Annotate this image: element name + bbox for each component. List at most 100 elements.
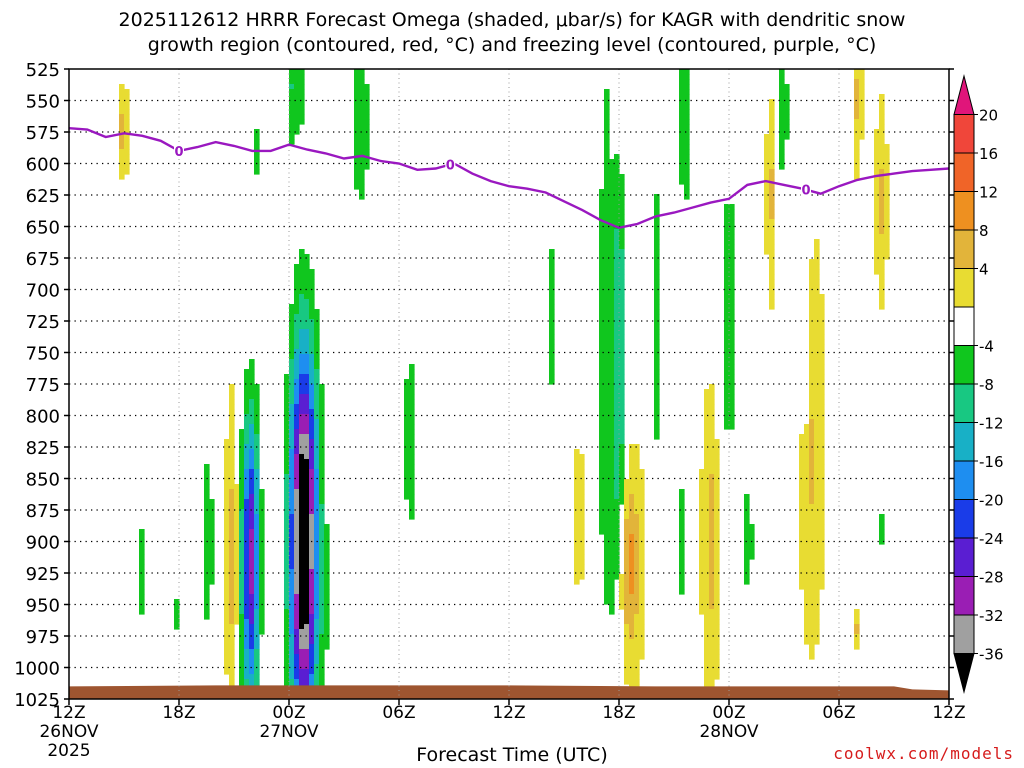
omega-cell xyxy=(749,544,755,550)
omega-cell xyxy=(309,289,315,295)
omega-cell xyxy=(614,184,620,190)
omega-cell xyxy=(809,549,815,555)
omega-cell xyxy=(119,134,125,140)
omega-cell xyxy=(604,124,610,130)
omega-cell xyxy=(124,104,130,110)
omega-cell xyxy=(619,359,625,365)
omega-cell xyxy=(884,224,890,230)
omega-cell xyxy=(239,474,245,480)
omega-cell xyxy=(764,139,770,145)
omega-cell xyxy=(299,344,305,350)
omega-cell xyxy=(729,409,735,415)
omega-cell xyxy=(229,474,235,480)
omega-cell xyxy=(724,309,730,315)
omega-cell xyxy=(814,534,820,540)
omega-cell xyxy=(239,559,245,565)
x-tick-label: 12Z xyxy=(932,703,965,723)
omega-cell xyxy=(609,214,615,220)
omega-cell xyxy=(284,464,290,470)
omega-cell xyxy=(614,374,620,380)
omega-cell xyxy=(884,244,890,250)
omega-cell xyxy=(654,359,660,365)
omega-cell xyxy=(224,479,230,485)
omega-cell xyxy=(249,619,255,625)
omega-cell xyxy=(809,429,815,435)
omega-cell xyxy=(404,389,410,395)
omega-cell xyxy=(249,594,255,600)
omega-cell xyxy=(809,344,815,350)
omega-cell xyxy=(314,504,320,510)
omega-cell xyxy=(209,509,215,515)
omega-cell xyxy=(249,484,255,490)
omega-cell xyxy=(679,494,685,500)
omega-cell xyxy=(549,374,555,380)
omega-cell xyxy=(714,474,720,480)
omega-cell xyxy=(814,629,820,635)
omega-cell xyxy=(324,634,330,640)
omega-cell xyxy=(729,259,735,265)
omega-cell xyxy=(289,579,295,585)
omega-cell xyxy=(769,234,775,240)
omega-cell xyxy=(619,344,625,350)
omega-cell xyxy=(324,619,330,625)
omega-cell xyxy=(284,639,290,645)
omega-cell xyxy=(769,244,775,250)
omega-cell xyxy=(819,489,825,495)
omega-cell xyxy=(299,334,305,340)
omega-cell xyxy=(634,474,640,480)
omega-cell xyxy=(254,679,260,685)
omega-cell xyxy=(874,189,880,195)
omega-cell xyxy=(609,164,615,170)
omega-cell xyxy=(124,134,130,140)
omega-cell xyxy=(319,524,325,530)
omega-cell xyxy=(319,444,325,450)
omega-cell xyxy=(769,114,775,120)
omega-cell xyxy=(619,249,625,255)
omega-cell xyxy=(294,94,300,100)
omega-cell xyxy=(624,584,630,590)
omega-cell xyxy=(249,409,255,415)
omega-cell xyxy=(304,434,310,440)
omega-cell xyxy=(294,494,300,500)
omega-cell xyxy=(319,494,325,500)
omega-cell xyxy=(634,549,640,555)
omega-cell xyxy=(769,239,775,245)
omega-cell xyxy=(289,679,295,685)
omega-cell xyxy=(704,504,710,510)
omega-cell xyxy=(804,624,810,630)
omega-cell xyxy=(304,429,310,435)
omega-cell xyxy=(359,159,365,165)
omega-cell xyxy=(549,379,555,385)
omega-cell xyxy=(209,554,215,560)
omega-cell xyxy=(299,119,305,125)
x-tick-label: 27NOV xyxy=(259,722,318,742)
omega-cell xyxy=(604,329,610,335)
omega-cell xyxy=(799,479,805,485)
omega-cell xyxy=(294,289,300,295)
omega-cell xyxy=(249,494,255,500)
omega-cell xyxy=(819,479,825,485)
omega-cell xyxy=(239,534,245,540)
omega-cell xyxy=(319,514,325,520)
omega-cell xyxy=(609,179,615,185)
omega-cell xyxy=(619,489,625,495)
omega-cell xyxy=(704,654,710,660)
omega-cell xyxy=(244,554,250,560)
omega-cell xyxy=(549,304,555,310)
omega-cell xyxy=(224,599,230,605)
omega-cell xyxy=(804,549,810,555)
pressure-axis: 5255505756006256506757007257507758008258… xyxy=(14,60,954,711)
omega-cell xyxy=(249,439,255,445)
omega-cell xyxy=(819,469,825,475)
omega-cell xyxy=(609,199,615,205)
omega-cell xyxy=(874,229,880,235)
omega-cell xyxy=(654,404,660,410)
y-tick-label: 750 xyxy=(26,344,60,365)
omega-cell xyxy=(294,84,300,90)
omega-cell xyxy=(299,454,305,460)
omega-cell xyxy=(619,279,625,285)
omega-cell xyxy=(604,229,610,235)
omega-cell xyxy=(224,539,230,545)
omega-cell xyxy=(699,599,705,605)
omega-cell xyxy=(814,294,820,300)
